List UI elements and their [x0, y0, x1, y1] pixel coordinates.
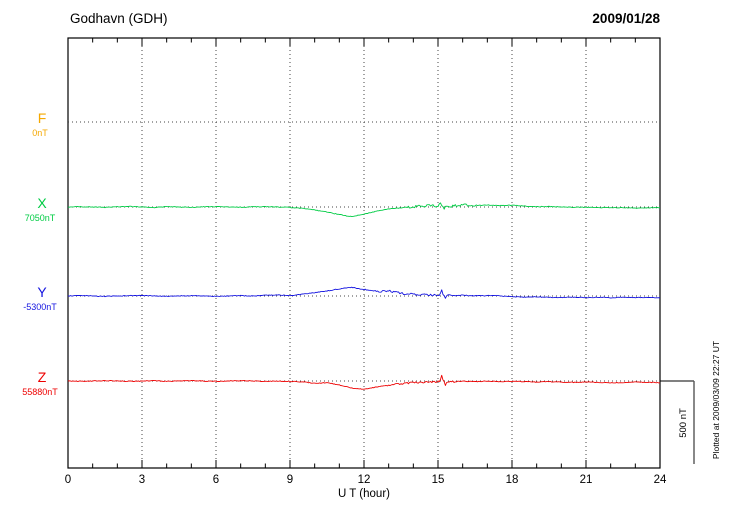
trace-X	[67, 202, 661, 218]
station-title: Godhavn (GDH)	[70, 11, 168, 26]
channel-label-Y: Y	[37, 284, 47, 300]
x-tick-label: 9	[287, 474, 293, 486]
x-tick-label: 12	[358, 474, 371, 486]
channel-label-Z: Z	[38, 369, 47, 385]
date-label: 2009/01/28	[592, 11, 660, 26]
channel-label-X: X	[37, 195, 47, 211]
x-tick-labels: 0 3 6 9 12 15 18 21 24	[65, 474, 667, 486]
trace-Y	[67, 286, 661, 299]
scale-bar-label: 500 nT	[678, 408, 689, 438]
x-tick-label: 15	[432, 474, 445, 486]
trace-Z	[67, 374, 660, 390]
x-tick-label: 0	[65, 474, 71, 486]
x-axis-title: U T (hour)	[338, 488, 390, 500]
scale-bar: 500 nT	[660, 380, 695, 464]
x-tick-label: 18	[506, 474, 519, 486]
x-tick-label: 3	[139, 474, 145, 486]
x-tick-label: 24	[654, 474, 667, 486]
axis-ticks	[67, 38, 661, 468]
plotted-at-note: Plotted at 2009/03/09 22:27 UT	[711, 341, 721, 459]
x-tick-label: 21	[580, 474, 593, 486]
x-tick-label: 6	[213, 474, 219, 486]
channel-label-F: F	[38, 110, 47, 126]
grid-lines	[68, 38, 660, 468]
channel-baseline-label-X: 7050nT	[25, 213, 56, 223]
channel-baseline-label-Z: 55880nT	[22, 387, 58, 397]
channel-baseline-label-F: 0nT	[32, 128, 48, 138]
series-labels: F 0nT X 7050nT Y -5300nT Z 55880nT	[22, 110, 58, 397]
data-traces	[67, 202, 661, 390]
channel-baseline-label-Y: -5300nT	[23, 302, 57, 312]
